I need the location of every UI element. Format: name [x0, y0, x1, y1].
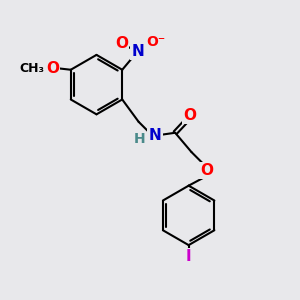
- Text: O: O: [200, 163, 213, 178]
- Text: CH₃: CH₃: [19, 62, 44, 75]
- Text: O: O: [115, 36, 128, 51]
- Text: H: H: [134, 132, 145, 146]
- Text: N: N: [148, 128, 161, 143]
- Text: O: O: [183, 108, 196, 123]
- Text: O: O: [46, 61, 59, 76]
- Text: I: I: [186, 249, 191, 264]
- Text: O⁻: O⁻: [146, 35, 166, 50]
- Text: N: N: [131, 44, 144, 59]
